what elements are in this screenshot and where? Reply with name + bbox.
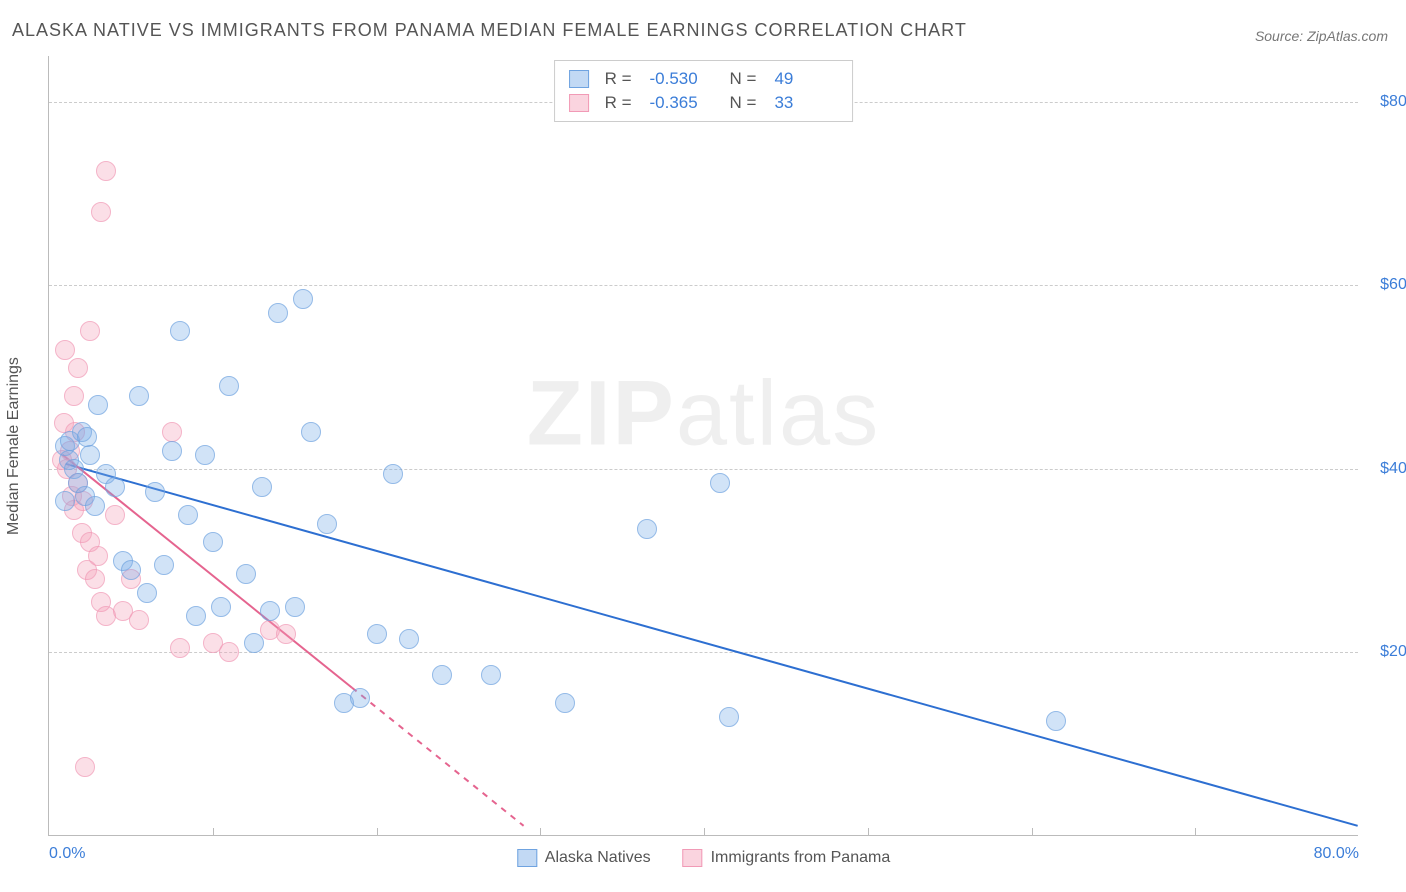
scatter-point: [96, 161, 116, 181]
scatter-point: [719, 707, 739, 727]
scatter-point: [710, 473, 730, 493]
y-tick-label: $40,000: [1366, 460, 1406, 478]
scatter-point: [80, 445, 100, 465]
gridline-h: [49, 652, 1358, 653]
chart-title: ALASKA NATIVE VS IMMIGRANTS FROM PANAMA …: [12, 20, 967, 41]
scatter-point: [55, 491, 75, 511]
swatch-b-icon: [569, 94, 589, 112]
scatter-point: [195, 445, 215, 465]
scatter-point: [367, 624, 387, 644]
series-legend: Alaska Natives Immigrants from Panama: [517, 849, 890, 867]
legend-row-b: R = -0.365 N = 33: [569, 91, 839, 115]
scatter-point: [170, 321, 190, 341]
scatter-point: [481, 665, 501, 685]
scatter-point: [64, 386, 84, 406]
scatter-point: [1046, 711, 1066, 731]
scatter-point: [121, 560, 141, 580]
r-value-b: -0.365: [650, 93, 714, 113]
watermark: ZIPatlas: [527, 362, 880, 467]
scatter-point: [236, 564, 256, 584]
y-tick-label: $20,000: [1366, 643, 1406, 661]
scatter-point: [91, 202, 111, 222]
x-minor-tick: [868, 828, 869, 836]
source-label: Source: ZipAtlas.com: [1255, 28, 1388, 44]
scatter-point: [154, 555, 174, 575]
scatter-point: [129, 610, 149, 630]
scatter-point: [55, 340, 75, 360]
scatter-point: [186, 606, 206, 626]
n-label: N =: [730, 69, 757, 89]
gridline-h: [49, 285, 1358, 286]
r-label: R =: [605, 69, 632, 89]
trendlines: [49, 56, 1358, 835]
legend-item-b: Immigrants from Panama: [683, 849, 891, 867]
scatter-point: [383, 464, 403, 484]
scatter-point: [637, 519, 657, 539]
x-minor-tick: [1032, 828, 1033, 836]
scatter-point: [301, 422, 321, 442]
r-label: R =: [605, 93, 632, 113]
scatter-point: [219, 642, 239, 662]
scatter-point: [85, 569, 105, 589]
scatter-point: [80, 321, 100, 341]
legend-item-a: Alaska Natives: [517, 849, 651, 867]
scatter-point: [88, 395, 108, 415]
scatter-point: [105, 505, 125, 525]
n-value-a: 49: [774, 69, 838, 89]
scatter-point: [105, 477, 125, 497]
y-axis-label: Median Female Earnings: [5, 357, 23, 535]
x-tick-label: 0.0%: [49, 845, 85, 863]
scatter-point: [350, 688, 370, 708]
x-minor-tick: [704, 828, 705, 836]
scatter-point: [211, 597, 231, 617]
scatter-point: [77, 427, 97, 447]
scatter-point: [244, 633, 264, 653]
scatter-point: [162, 422, 182, 442]
x-tick-label: 80.0%: [1314, 845, 1359, 863]
scatter-point: [203, 532, 223, 552]
scatter-point: [399, 629, 419, 649]
n-value-b: 33: [774, 93, 838, 113]
scatter-point: [268, 303, 288, 323]
scatter-point: [293, 289, 313, 309]
swatch-a-icon: [517, 849, 537, 867]
legend-a-label: Alaska Natives: [545, 849, 651, 867]
scatter-point: [75, 757, 95, 777]
n-label: N =: [730, 93, 757, 113]
r-value-a: -0.530: [650, 69, 714, 89]
scatter-point: [252, 477, 272, 497]
x-minor-tick: [377, 828, 378, 836]
legend-b-label: Immigrants from Panama: [711, 849, 891, 867]
scatter-point: [145, 482, 165, 502]
scatter-point: [170, 638, 190, 658]
swatch-b-icon: [683, 849, 703, 867]
x-minor-tick: [213, 828, 214, 836]
x-minor-tick: [1195, 828, 1196, 836]
scatter-point: [129, 386, 149, 406]
y-tick-label: $60,000: [1366, 276, 1406, 294]
scatter-point: [432, 665, 452, 685]
scatter-point: [88, 546, 108, 566]
y-tick-label: $80,000: [1366, 93, 1406, 111]
scatter-point: [85, 496, 105, 516]
scatter-point: [162, 441, 182, 461]
plot-area: ZIPatlas R = -0.530 N = 49 R = -0.365 N …: [48, 56, 1358, 836]
swatch-a-icon: [569, 70, 589, 88]
gridline-h: [49, 469, 1358, 470]
scatter-point: [285, 597, 305, 617]
scatter-point: [178, 505, 198, 525]
x-minor-tick: [540, 828, 541, 836]
scatter-point: [317, 514, 337, 534]
scatter-point: [68, 358, 88, 378]
scatter-point: [276, 624, 296, 644]
scatter-point: [137, 583, 157, 603]
scatter-point: [260, 601, 280, 621]
legend-row-a: R = -0.530 N = 49: [569, 67, 839, 91]
scatter-point: [555, 693, 575, 713]
correlation-legend: R = -0.530 N = 49 R = -0.365 N = 33: [554, 60, 854, 122]
scatter-point: [219, 376, 239, 396]
